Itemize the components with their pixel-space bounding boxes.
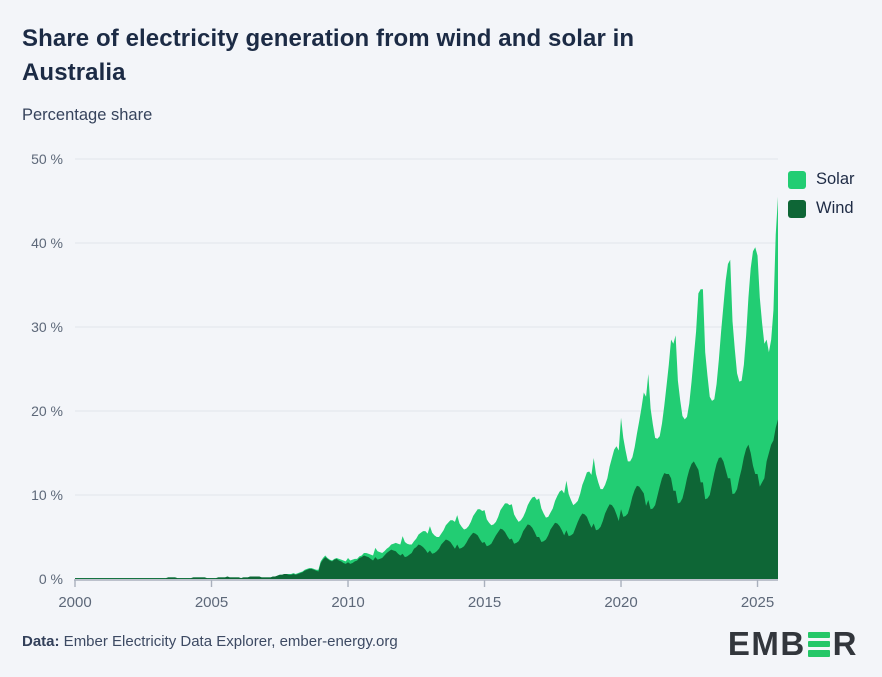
legend-item-solar: Solar [788,170,855,189]
y-tick-label: 20 % [31,403,63,419]
x-tick-label: 2025 [740,594,775,611]
data-source-text: Ember Electricity Data Explorer, ember-e… [59,633,398,650]
ember-logo-green-e-icon [807,631,830,657]
page-title: Share of electricity generation from win… [22,22,852,90]
y-tick-label: 40 % [31,235,63,251]
y-tick-label: 10 % [31,487,63,503]
ember-logo-text-right: R [832,625,858,662]
chart-subtitle: Percentage share [22,106,153,124]
ember-logo-text-left: EMB [727,625,806,662]
legend-item-wind: Wind [788,199,855,218]
x-tick-label: 2015 [467,594,502,611]
y-tick-label: 0 % [38,571,63,587]
y-tick-label: 50 % [31,151,63,167]
solar-swatch-icon [788,170,806,189]
legend-label-solar: Solar [816,170,855,188]
legend-label-wind: Wind [816,199,854,217]
wind-swatch-icon [788,199,806,218]
wind-area [75,419,778,579]
chart-legend: Solar Wind [788,170,855,218]
data-source-label: Data: [22,633,60,650]
x-tick-label: 2010 [331,594,365,611]
x-tick-label: 2020 [604,594,638,611]
ember-logo: EMB R [728,624,858,664]
x-tick-label: 2005 [194,594,229,611]
page-title-line1: Share of electricity generation from win… [22,25,635,52]
data-source: Data: Ember Electricity Data Explorer, e… [22,633,398,650]
y-tick-label: 30 % [31,319,63,335]
page-title-line2: Australia [22,59,126,86]
x-tick-label: 2000 [58,594,92,611]
